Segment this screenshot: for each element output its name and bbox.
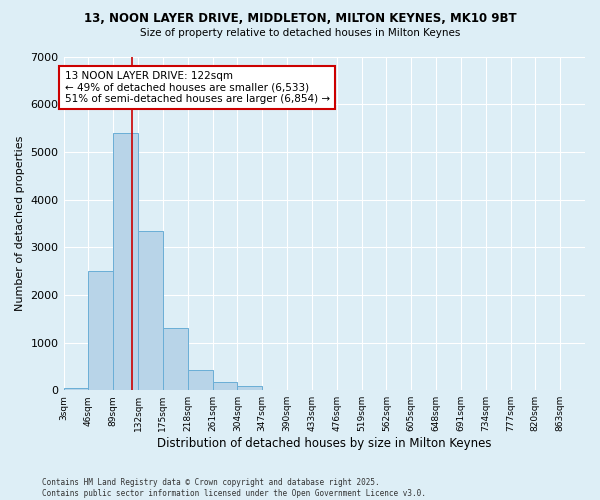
Y-axis label: Number of detached properties: Number of detached properties — [15, 136, 25, 311]
Bar — [138, 230, 163, 390]
Bar — [64, 388, 88, 390]
Bar — [88, 271, 113, 390]
Text: 13 NOON LAYER DRIVE: 122sqm
← 49% of detached houses are smaller (6,533)
51% of : 13 NOON LAYER DRIVE: 122sqm ← 49% of det… — [65, 71, 330, 104]
Bar — [188, 370, 212, 390]
X-axis label: Distribution of detached houses by size in Milton Keynes: Distribution of detached houses by size … — [157, 437, 491, 450]
Bar — [212, 382, 238, 390]
Bar — [238, 386, 262, 390]
Bar — [163, 328, 188, 390]
Text: Size of property relative to detached houses in Milton Keynes: Size of property relative to detached ho… — [140, 28, 460, 38]
Text: 13, NOON LAYER DRIVE, MIDDLETON, MILTON KEYNES, MK10 9BT: 13, NOON LAYER DRIVE, MIDDLETON, MILTON … — [83, 12, 517, 26]
Bar — [113, 133, 138, 390]
Text: Contains HM Land Registry data © Crown copyright and database right 2025.
Contai: Contains HM Land Registry data © Crown c… — [42, 478, 426, 498]
